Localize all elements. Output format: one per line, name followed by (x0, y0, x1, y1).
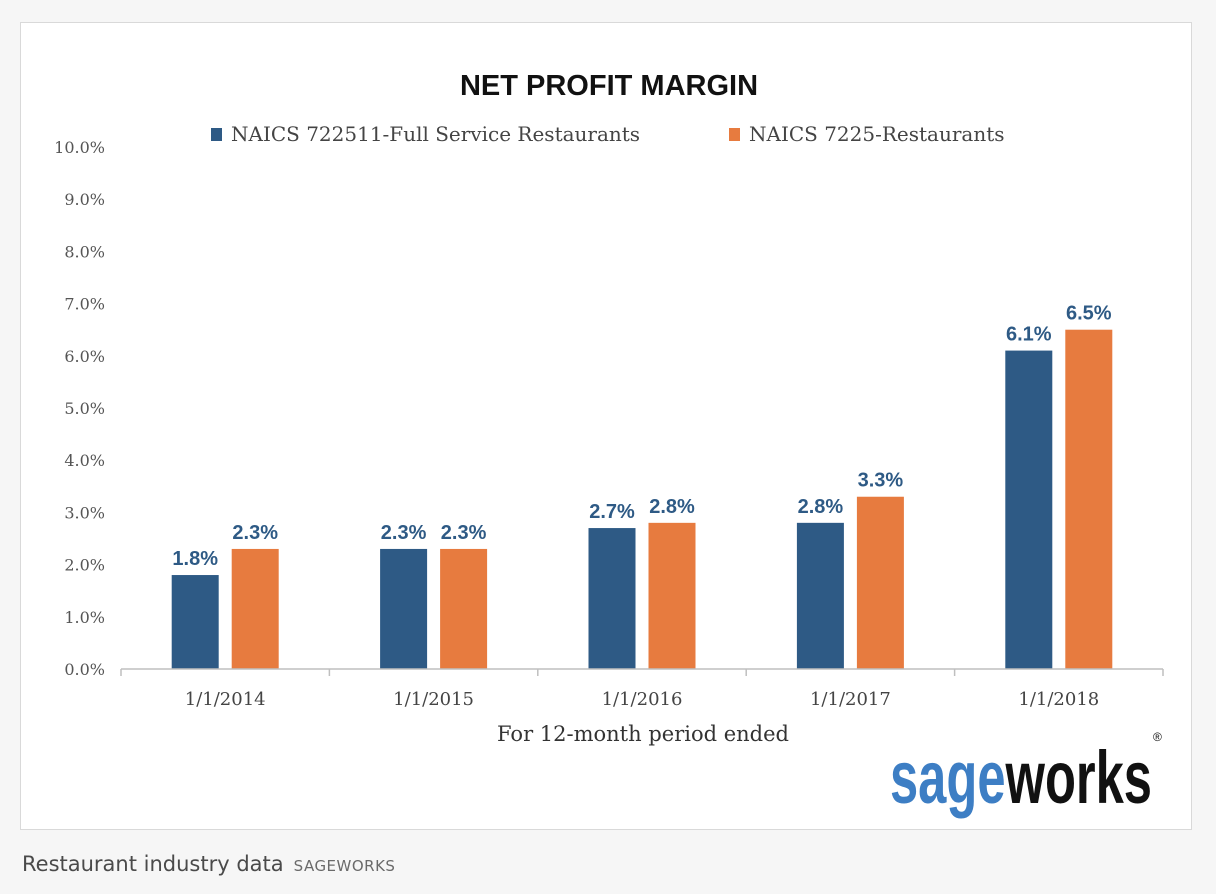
legend: NAICS 722511-Full Service Restaurants NA… (211, 122, 1005, 146)
bar-series-2 (856, 496, 904, 669)
data-label-series-2: 2.8% (649, 496, 695, 518)
svg-text:sageworks: sageworks (890, 736, 1152, 819)
data-label-series-2: 2.3% (441, 522, 487, 544)
data-label-series-1: 1.8% (172, 548, 218, 570)
chart-title: NET PROFIT MARGIN (460, 70, 758, 102)
data-label-series-1: 2.8% (798, 496, 844, 518)
data-label-series-2: 6.5% (1066, 303, 1112, 325)
x-tick-label: 1/1/2017 (810, 689, 891, 710)
x-tick-label: 1/1/2016 (602, 689, 683, 710)
y-tick-label: 6.0% (64, 347, 105, 366)
chart-frame: NET PROFIT MARGIN NAICS 722511-Full Serv… (20, 22, 1192, 830)
bar-series-2 (440, 548, 488, 669)
bar-series-1 (171, 575, 219, 669)
x-axis: 1/1/2014 1/1/2015 1/1/2016 1/1/2017 1/1/2018 (120, 668, 1164, 710)
legend-swatch-series-1 (211, 128, 222, 141)
logo-registered-mark: ® (1153, 730, 1162, 744)
bar-chart: NET PROFIT MARGIN NAICS 722511-Full Serv… (54, 70, 1164, 819)
logo-text-works: works (1005, 736, 1152, 819)
bar-series-1 (380, 548, 428, 669)
y-tick-label: 1.0% (64, 608, 105, 627)
bar-series-2 (1065, 329, 1113, 669)
bar-series-1 (796, 522, 844, 669)
y-tick-label: 5.0% (64, 399, 105, 418)
caption-text: Restaurant industry data (22, 852, 284, 876)
data-labels: 1.8% 2.3% 2.3% 2.3% 2.7% 2.8% 2.8% 3.3% 6.1% 6.5% (172, 303, 1111, 570)
data-label-series-2: 3.3% (858, 470, 904, 492)
data-label-series-1: 2.3% (381, 522, 427, 544)
legend-swatch-series-2 (729, 128, 740, 141)
data-label-series-1: 2.7% (589, 501, 635, 523)
y-tick-label: 4.0% (64, 451, 105, 470)
bar-series-1 (1005, 350, 1053, 669)
y-tick-label: 10.0% (54, 138, 105, 157)
data-label-series-2: 2.3% (232, 522, 278, 544)
bar-series-2 (231, 548, 279, 669)
bar-series-2 (648, 522, 696, 669)
x-tick-label: 1/1/2014 (185, 689, 266, 710)
caption-credit: SAGEWORKS (293, 857, 396, 875)
y-tick-label: 8.0% (64, 242, 105, 261)
bars (171, 329, 1113, 669)
y-tick-label: 9.0% (64, 190, 105, 209)
y-tick-label: 7.0% (64, 295, 105, 314)
x-tick-label: 1/1/2018 (1018, 689, 1099, 710)
y-tick-label: 0.0% (64, 660, 105, 679)
x-axis-label: For 12-month period ended (497, 722, 789, 746)
y-axis: 0.0% 1.0% 2.0% 3.0% 4.0% 5.0% 6.0% 7.0% 8.0% 9.0%… (54, 138, 105, 679)
sageworks-logo: sageworks ® (890, 730, 1162, 819)
y-tick-label: 2.0% (64, 556, 105, 575)
legend-label-series-2: NAICS 7225-Restaurants (749, 122, 1005, 146)
logo-text-sage: sage (890, 736, 1006, 819)
image-caption: Restaurant industry data SAGEWORKS (22, 852, 395, 876)
legend-label-series-1: NAICS 722511-Full Service Restaurants (231, 122, 640, 146)
x-tick-label: 1/1/2015 (393, 689, 474, 710)
data-label-series-1: 6.1% (1006, 324, 1052, 346)
bar-series-1 (588, 528, 636, 669)
y-tick-label: 3.0% (64, 503, 105, 522)
